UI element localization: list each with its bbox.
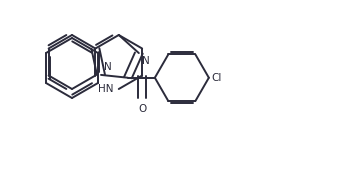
Text: N: N (142, 56, 149, 66)
Text: O: O (138, 104, 146, 114)
Text: HN: HN (98, 84, 114, 94)
Text: Cl: Cl (212, 73, 222, 83)
Text: N: N (104, 62, 112, 72)
